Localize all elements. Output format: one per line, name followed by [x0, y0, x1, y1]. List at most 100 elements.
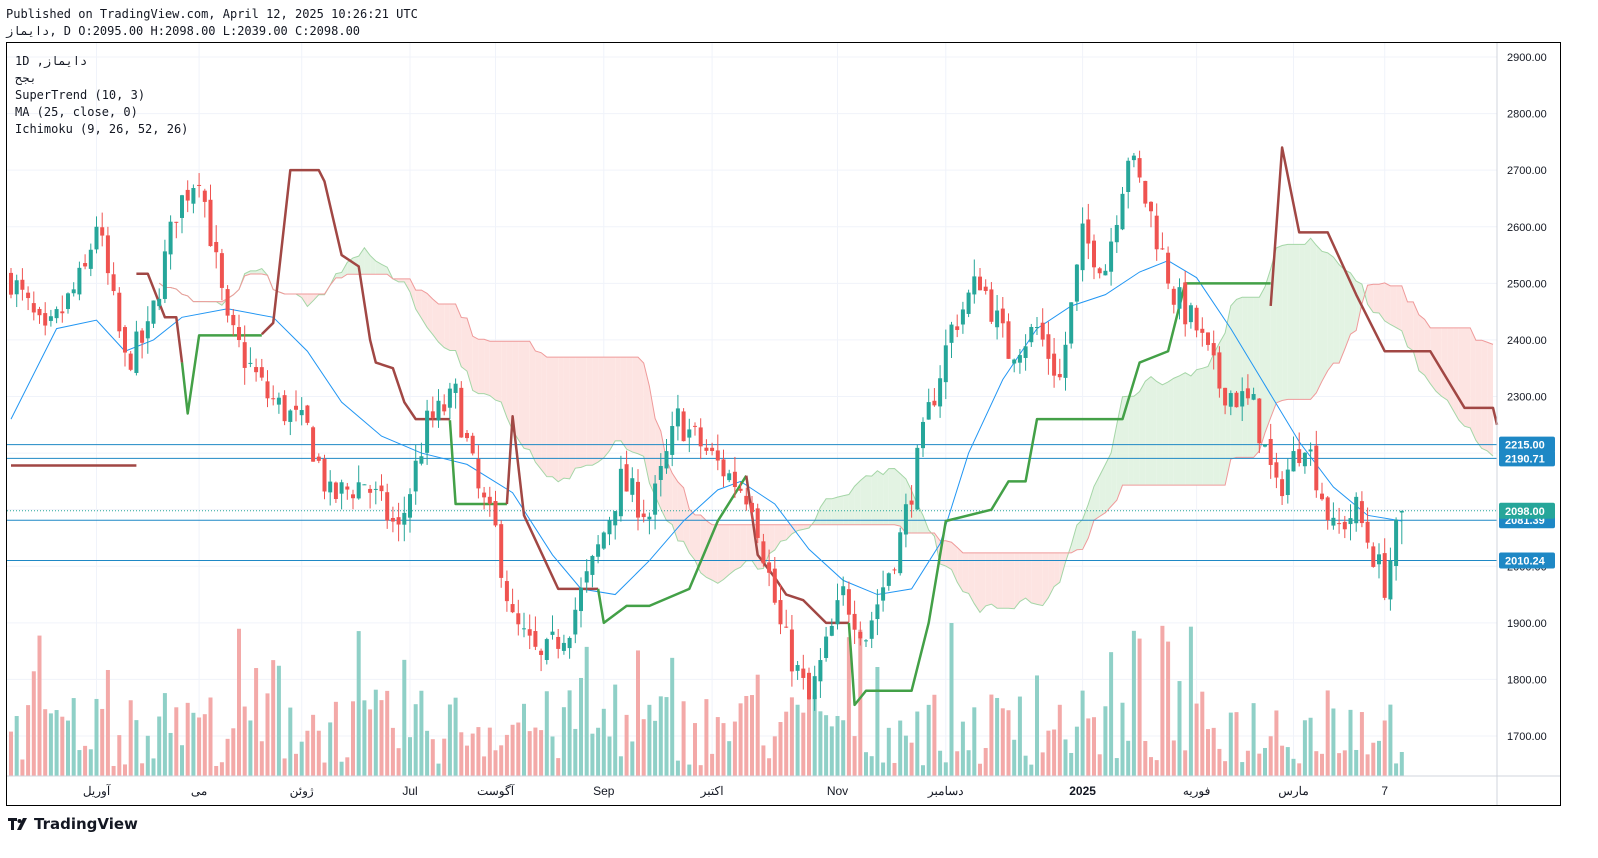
legend-supertrend[interactable]: SuperTrend (10, 3) [15, 88, 146, 102]
candle [653, 475, 658, 530]
candle [795, 660, 800, 680]
legend-ma[interactable]: MA (25, close, 0) [15, 105, 138, 119]
cloud-segment [1042, 552, 1049, 606]
candle-body [385, 492, 390, 521]
cloud-segment [461, 317, 467, 372]
price-axis[interactable]: 1700.001800.001900.002000.002100.002200.… [1496, 43, 1555, 805]
volume-bar [1188, 626, 1193, 776]
price-tick-label: 2300.00 [1507, 392, 1547, 404]
candle [1194, 305, 1199, 338]
candle-body [750, 502, 754, 513]
tradingview-brand[interactable]: TradingView [8, 815, 138, 834]
volume-bar [1131, 630, 1136, 776]
volume-bar [1291, 758, 1296, 776]
candle [1354, 492, 1359, 532]
candle-body [869, 620, 874, 639]
volume-bar [1143, 740, 1148, 776]
candle-body [43, 313, 48, 326]
candle-body [1263, 444, 1267, 447]
candle [294, 390, 298, 422]
candle [624, 450, 629, 492]
candle [134, 320, 139, 376]
candle [48, 309, 53, 327]
candle [1143, 180, 1148, 208]
legend-ichimoku[interactable]: Ichimoku (9, 26, 52, 26) [15, 122, 189, 136]
candle [812, 665, 817, 711]
volume-bar [294, 753, 298, 776]
candle [1371, 542, 1376, 568]
legend-symbol[interactable]: 1D ,دایماز [15, 54, 88, 68]
candle-body [561, 642, 566, 651]
candle-body [630, 478, 635, 495]
volume-bar [1035, 675, 1039, 776]
candle-body [191, 188, 196, 204]
level-tag: 2215.00 [1505, 440, 1545, 452]
candle [772, 557, 777, 605]
cloud-segment [1430, 327, 1436, 392]
cloud-segment [734, 524, 741, 570]
candle-body [670, 426, 675, 455]
candle-body [835, 600, 840, 625]
cloud-segment [1276, 245, 1283, 403]
candle [493, 490, 498, 528]
time-tick-label: فوریه [1183, 784, 1211, 798]
candle-body [1029, 326, 1034, 343]
candle-body [442, 404, 447, 412]
cloud-segment [854, 480, 861, 525]
candle-body [100, 227, 105, 236]
volume-bar [1228, 712, 1233, 776]
price-chart[interactable]: 1700.001800.001900.002000.002100.002200.… [7, 43, 1560, 805]
volume-bar [248, 720, 253, 776]
cloud-segment [1481, 340, 1488, 451]
candle [442, 394, 447, 416]
price-tick-label: 1700.00 [1507, 731, 1547, 743]
candle [767, 549, 772, 587]
candle [476, 445, 481, 499]
candle [607, 516, 612, 546]
volume-bar [715, 717, 720, 776]
candle-body [1342, 521, 1347, 530]
candle-body [864, 640, 868, 642]
volume-bar [647, 704, 652, 776]
candle [926, 388, 931, 420]
volume-bar [288, 707, 293, 776]
candle-body [1388, 560, 1393, 600]
candle [180, 194, 184, 234]
volume-bar [1297, 763, 1302, 776]
cloud-segment [1436, 327, 1442, 397]
candle-body [294, 405, 298, 410]
candle-body [1302, 452, 1307, 467]
volume-bar [1274, 710, 1279, 776]
volume-bar [1302, 720, 1307, 776]
cloud-segment [1333, 257, 1340, 364]
candle [1109, 227, 1114, 286]
candle [214, 225, 219, 269]
volume-bar [191, 712, 196, 776]
candle-body [1268, 438, 1273, 465]
cloud-segment [1076, 519, 1083, 550]
candle-body [174, 221, 179, 223]
volume-bar [886, 727, 891, 776]
candle-body [356, 482, 361, 499]
volume-bar [1074, 726, 1079, 776]
cloud-segment [672, 473, 678, 541]
cloud-segment [1105, 452, 1112, 513]
cloud-segment [586, 357, 593, 466]
volume-bar [26, 705, 31, 776]
candle [1200, 317, 1205, 347]
volume-bar [442, 738, 447, 776]
candle-body [966, 292, 971, 314]
volume-bar [778, 722, 783, 776]
cloud-segment [1441, 327, 1448, 401]
volume-bar [789, 697, 794, 776]
candle-body [316, 456, 321, 461]
candle-body [436, 400, 441, 421]
candle-body [54, 309, 59, 319]
volume-bar [1320, 753, 1324, 776]
candle [419, 442, 424, 466]
candle [1017, 348, 1022, 374]
volume-bar [180, 745, 184, 776]
time-axis[interactable]: آوریل می ژوئن Jul آگوست Sep اکتبر Nov دسامبر 2025… [7, 775, 1560, 798]
cloud-segment [472, 336, 479, 394]
cloud-segment [945, 540, 952, 570]
